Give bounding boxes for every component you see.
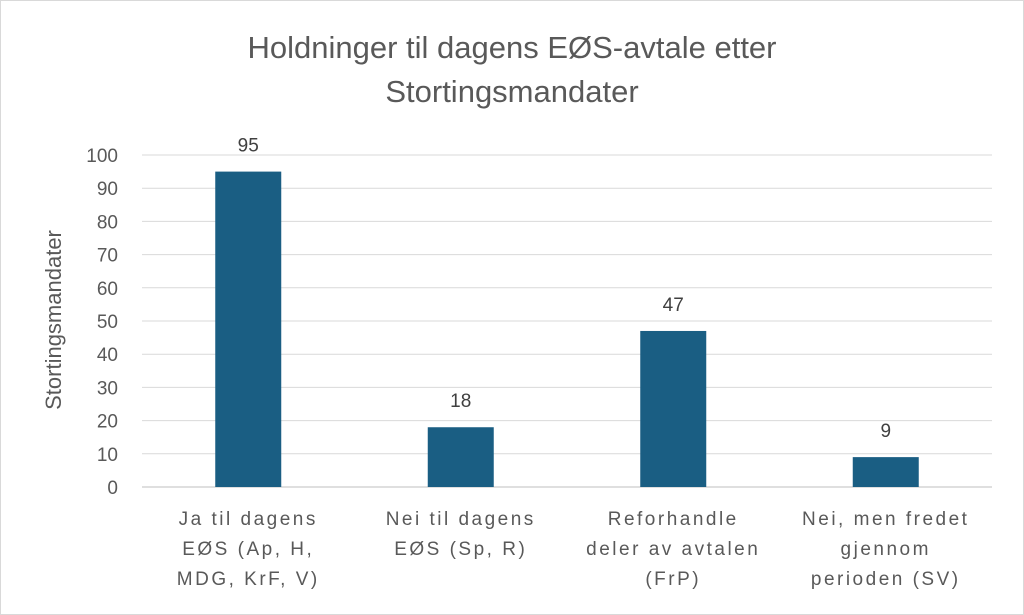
- x-category-label-line: Reforhandle: [607, 509, 739, 530]
- bar-data-label: 9: [880, 421, 891, 442]
- bar: [215, 171, 282, 487]
- x-category-label-line: perioden (SV): [810, 569, 961, 590]
- bar: [640, 330, 707, 487]
- x-category-label: Nei, men fredet gjennom perioden (SV): [786, 505, 986, 595]
- y-tick-label: 80: [97, 212, 118, 233]
- x-category-label-line: MDG, KrF, V): [176, 569, 320, 590]
- y-tick-label: 90: [97, 179, 118, 200]
- x-category-label-line: Ja til dagens: [178, 509, 318, 530]
- y-tick-label: 60: [97, 279, 118, 300]
- y-tick-label: 70: [97, 246, 118, 267]
- bars: [215, 171, 919, 487]
- bar-data-label: 18: [450, 391, 471, 412]
- gridlines: [142, 154, 992, 488]
- y-tick-label: 100: [86, 146, 118, 167]
- x-category-label-line: deler av avtalen: [586, 539, 761, 560]
- x-category-label-line: Nei til dagens: [385, 509, 536, 530]
- chart-title-line-1: Holdninger til dagens EØS-avtale etter: [247, 30, 777, 65]
- bar: [427, 427, 494, 487]
- data-labels: 95 18 47 9: [238, 136, 891, 443]
- x-category-label: Nei til dagens EØS (Sp, R): [361, 505, 561, 565]
- x-category-label-line: EØS (Sp, R): [394, 539, 528, 560]
- y-axis-ticks: 0 10 20 30 40 50 60 70 80 90 100: [86, 146, 118, 499]
- bar: [852, 457, 919, 487]
- y-tick-label: 20: [97, 412, 118, 433]
- x-category-label: Ja til dagens EØS (Ap, H, MDG, KrF, V): [148, 505, 348, 595]
- y-tick-label: 0: [107, 478, 118, 499]
- y-tick-label: 30: [97, 378, 118, 399]
- chart-title: Holdninger til dagens EØS-avtale etter S…: [0, 26, 1024, 114]
- x-category-label-line: Nei, men fredet: [802, 509, 970, 530]
- bar-data-label: 47: [663, 295, 684, 316]
- chart-title-line-2: Stortingsmandater: [385, 74, 639, 109]
- bar-data-label: 95: [238, 136, 259, 157]
- y-tick-label: 40: [97, 345, 118, 366]
- x-category-label-line: EØS (Ap, H,: [182, 539, 315, 560]
- y-tick-label: 10: [97, 445, 118, 466]
- x-category-label-line: gjennom: [840, 539, 931, 560]
- x-category-label: Reforhandle deler av avtalen (FrP): [573, 505, 773, 595]
- y-tick-label: 50: [97, 312, 118, 333]
- x-category-label-line: (FrP): [645, 569, 702, 590]
